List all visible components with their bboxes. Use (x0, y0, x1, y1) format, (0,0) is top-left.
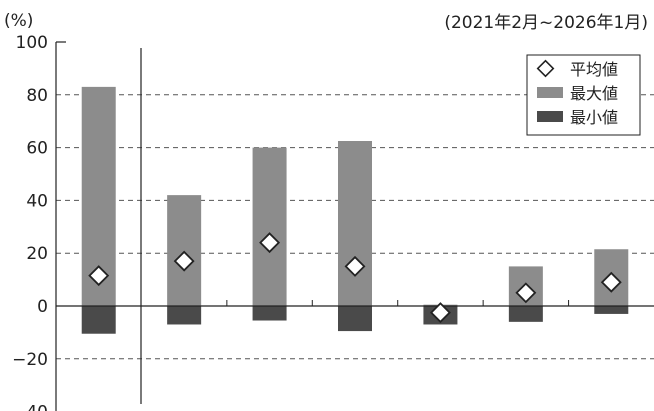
average-marker (429, 302, 451, 324)
y-tick-label: 40 (26, 191, 48, 211)
average-markers (88, 232, 622, 324)
average-marker (515, 282, 537, 304)
bar-min (167, 306, 202, 325)
y-tick-label: −40 (12, 403, 48, 411)
average-marker (88, 265, 110, 287)
average-marker (259, 232, 281, 254)
bar-min (338, 306, 372, 332)
axes (55, 41, 654, 411)
bar-min (252, 306, 287, 321)
bar-min (508, 306, 543, 322)
y-tick-label: 80 (26, 86, 48, 106)
average-marker (344, 255, 366, 277)
period-label: (2021年2月~2026年1月) (444, 13, 648, 33)
y-tick-label: 20 (26, 244, 48, 264)
y-tick-label: −20 (12, 350, 48, 370)
bar-max (252, 147, 287, 306)
bar-max (338, 141, 372, 306)
y-unit-label: (%) (4, 11, 33, 31)
y-tick-labels: 100 80 60 40 20 0 −20 −40 (12, 33, 48, 411)
legend-swatch-max (537, 87, 563, 98)
legend-swatch-average (536, 59, 555, 78)
bar-min (81, 306, 116, 334)
legend-label-max: 最大値 (570, 84, 618, 103)
average-marker (173, 250, 195, 272)
average-marker (600, 271, 622, 293)
bar-max (167, 195, 202, 306)
legend-label-average: 平均値 (570, 60, 618, 79)
legend-label-min: 最小値 (570, 108, 618, 127)
y-tick-label: 100 (16, 33, 48, 53)
legend-swatch-min (537, 111, 563, 122)
y-tick-label: 60 (26, 139, 48, 159)
legend: 平均値 最大値 最小値 (526, 54, 641, 136)
y-tick-label: 0 (37, 297, 48, 317)
bars (81, 86, 629, 334)
bar-min (594, 306, 629, 314)
